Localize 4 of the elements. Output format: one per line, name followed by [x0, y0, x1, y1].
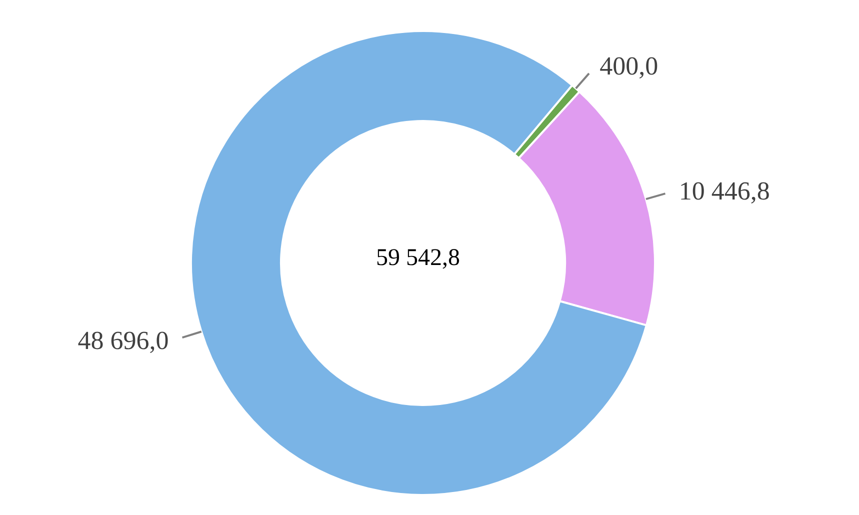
data-label: 48 696,0 — [78, 326, 169, 356]
data-label: 10 446,8 — [678, 176, 770, 206]
data-label: 400,0 — [600, 51, 658, 80]
text: 59 542,8 — [376, 245, 460, 271]
